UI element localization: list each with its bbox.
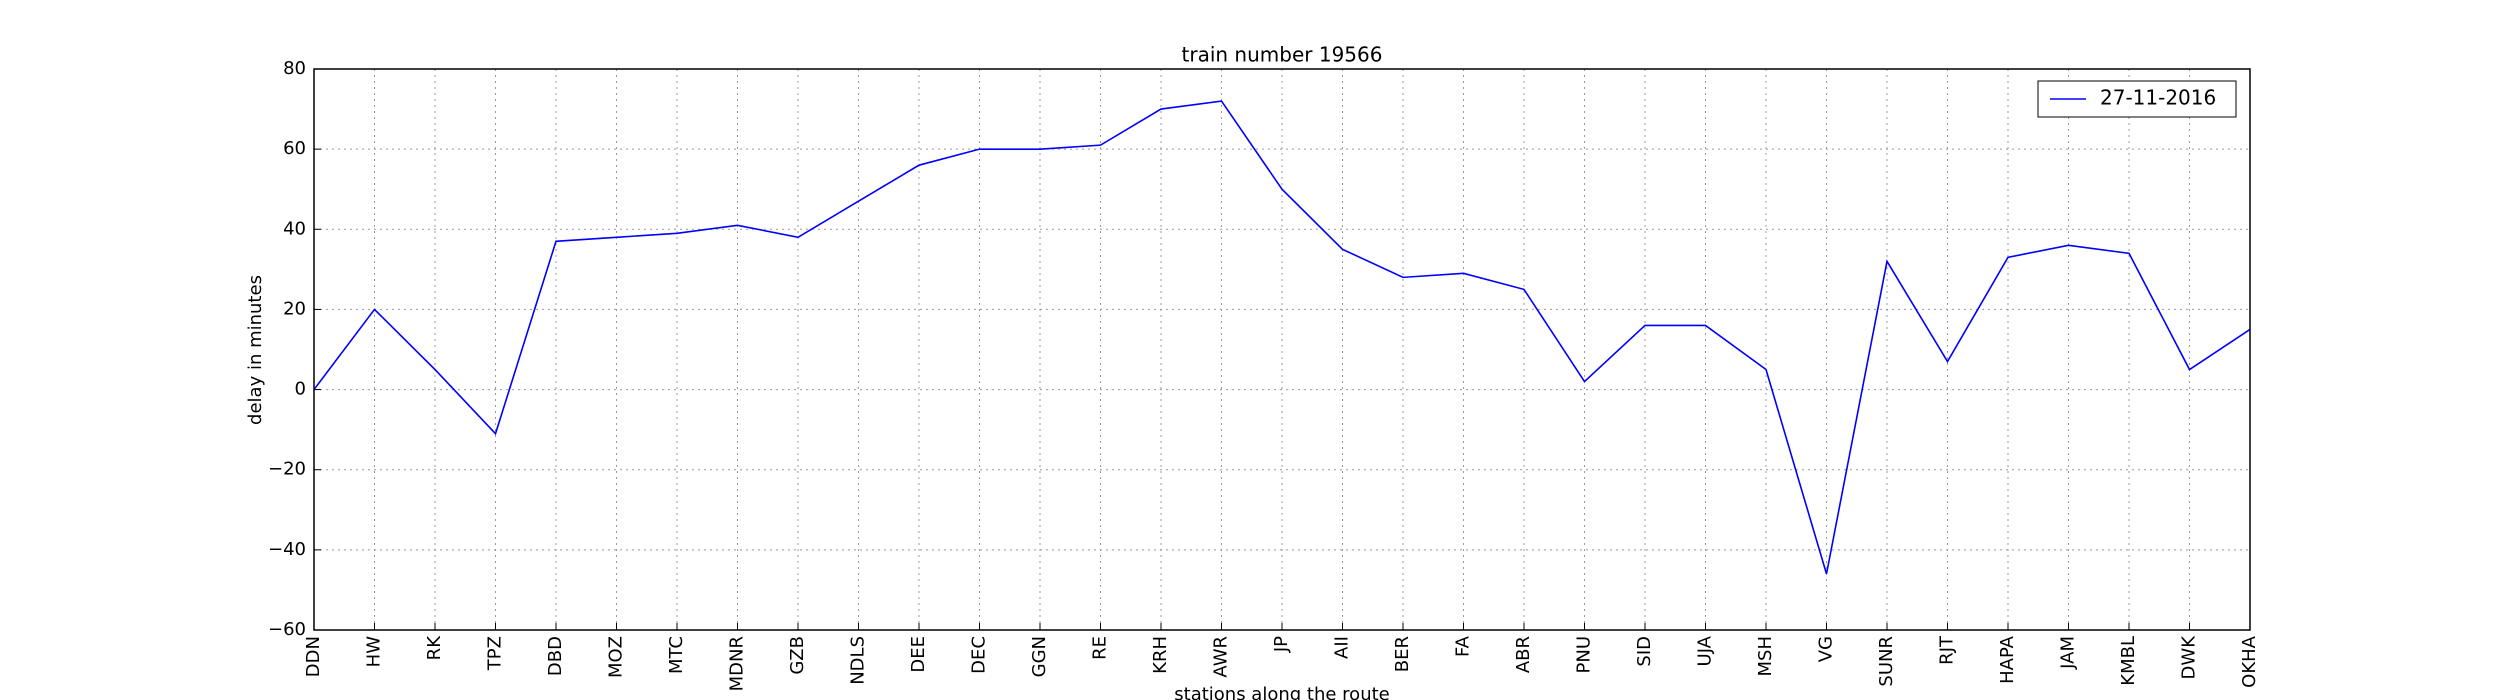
x-axis-label: stations along the route	[1174, 684, 1389, 700]
y-tick-label: −20	[268, 459, 306, 480]
x-tick-label: JP	[1271, 636, 1292, 653]
x-tick-label: RK	[424, 635, 445, 661]
x-tick-label: HW	[364, 636, 385, 668]
y-axis-label: delay in minutes	[245, 275, 266, 425]
x-tick-label: SUNR	[1876, 636, 1897, 687]
x-tick-label: PNU	[1574, 636, 1595, 674]
y-tick-label: −40	[268, 539, 306, 560]
x-tick-label: TPZ	[485, 636, 506, 671]
x-tick-label: RE	[1090, 636, 1111, 660]
x-tick-label: DEE	[908, 636, 929, 673]
x-tick-label: VG	[1816, 636, 1837, 662]
x-tick-label: FA	[1453, 635, 1474, 657]
x-tick-label: DEC	[969, 636, 990, 674]
x-tick-label: GGN	[1029, 636, 1050, 677]
x-tick-label: AII	[1332, 636, 1353, 659]
plot-frame	[313, 68, 2251, 631]
y-tick-label: 80	[283, 58, 306, 79]
x-tick-label: NDLS	[848, 636, 869, 685]
x-tick-label: SID	[1634, 636, 1655, 667]
x-tick-label: DWK	[2179, 635, 2200, 680]
x-tick-label: MOZ	[606, 636, 627, 678]
x-tick-label: DDN	[303, 636, 324, 677]
x-tick-label: GZB	[787, 636, 808, 675]
y-tick-label: 40	[283, 218, 306, 239]
x-tick-label: BER	[1392, 636, 1413, 672]
legend-label: 27-11-2016	[2100, 86, 2216, 110]
x-tick-label: OKHA	[2239, 635, 2260, 688]
y-tick-label: 20	[283, 298, 306, 319]
x-tick-label: UJA	[1695, 635, 1716, 666]
y-tick-label: 0	[295, 379, 306, 400]
x-tick-label: HAPA	[1997, 635, 2018, 684]
x-tick-label: DBD	[545, 636, 566, 676]
x-tick-label: AWR	[1211, 636, 1232, 678]
chart-title: train number 19566	[1182, 43, 1383, 67]
x-tick-label: KMBL	[2118, 636, 2139, 686]
x-tick-label: KRH	[1150, 636, 1171, 674]
x-tick-label: MTC	[666, 636, 687, 674]
x-tick-label: ABR	[1513, 636, 1534, 673]
y-tick-label: −60	[268, 619, 306, 640]
x-tick-label: MSH	[1755, 636, 1776, 677]
line	[313, 100, 2251, 575]
x-tick-label: JAM	[2058, 636, 2079, 670]
x-tick-label: RJT	[1937, 635, 1958, 665]
x-tick-label: MDNR	[727, 636, 748, 691]
y-tick-label: 60	[283, 138, 306, 159]
